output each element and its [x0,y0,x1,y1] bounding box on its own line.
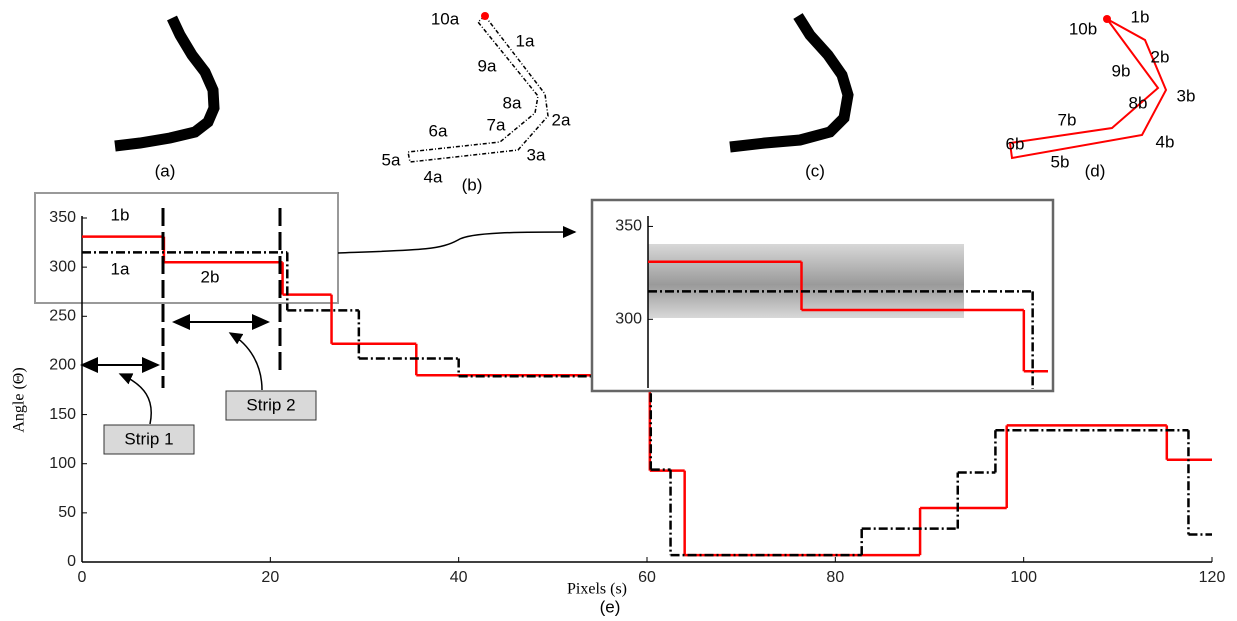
x-tick-label: 40 [450,569,468,586]
y-tick-label: 150 [49,406,76,423]
zoom-box [34,192,339,304]
point-label: 9b [1112,61,1131,80]
point-label: 7a [487,115,506,134]
shape-a [114,15,220,152]
x-tick-label: 120 [1199,569,1226,586]
y-tick-label: 200 [49,357,76,374]
strip-box [225,390,317,421]
point-label: 5a [382,150,401,169]
zoom-label: 1b [111,205,130,224]
inset-band [648,244,964,318]
panel-label: (d) [1085,161,1106,180]
shape-c [729,13,854,153]
point-label: 2a [552,110,571,129]
x-axis-label: Pixels (s) [567,581,627,598]
strip-label: Strip 2 [246,395,295,414]
y-tick-label: 100 [49,455,76,472]
point-label: 5b [1051,152,1070,171]
point-label: 6a [429,121,448,140]
panel-label: (a) [155,161,176,180]
point-label: 3b [1177,86,1196,105]
point-label: 2b [1151,47,1170,66]
y-tick-label: 250 [49,308,76,325]
y-tick-label: 350 [49,209,76,226]
outline-d [1008,18,1168,160]
point-label: 7b [1058,110,1077,129]
point-label: 6b [1006,134,1025,153]
y-tick-label: 350 [615,218,642,235]
point-label: 4b [1156,132,1175,151]
point-label: 3a [527,145,546,164]
outline-b [407,14,549,163]
panel-label: (b) [462,175,483,194]
x-tick-label: 80 [826,569,844,586]
y-tick-label: 300 [49,258,76,275]
y-tick-label: 300 [615,311,642,328]
point-label: 1a [516,31,535,50]
start-point [1103,15,1111,23]
point-label: 9a [478,56,497,75]
y-axis-label: Angle (Θ) [11,367,28,432]
point-label: 10a [431,9,460,28]
point-label: 4a [424,167,443,186]
point-label: 10b [1069,19,1097,38]
point-label: 8b [1129,93,1148,112]
point-label: 8a [503,93,522,112]
x-tick-label: 20 [261,569,279,586]
strip-pointer [228,332,263,391]
strip-label: Strip 1 [124,429,173,448]
x-tick-label: 0 [78,569,87,586]
x-tick-label: 100 [1010,569,1037,586]
y-tick-label: 50 [58,504,76,521]
strip-pointer [118,373,152,425]
zoom-arrow [337,226,577,254]
x-tick-label: 60 [638,569,656,586]
point-label: 1b [1131,7,1150,26]
strip-box [103,424,195,455]
panel-label: (c) [805,161,825,180]
panel-label: (e) [600,597,621,616]
y-tick-label: 0 [67,553,76,570]
zoom-label: 1a [111,259,130,278]
start-point [481,12,489,20]
zoom-label: 2b [201,267,220,286]
